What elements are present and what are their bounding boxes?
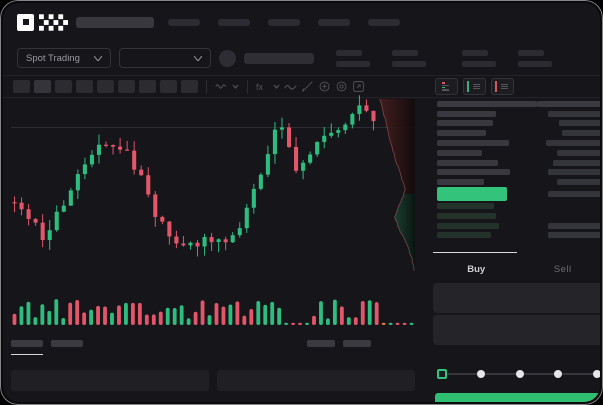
svg-text:fx: fx xyxy=(256,82,263,92)
